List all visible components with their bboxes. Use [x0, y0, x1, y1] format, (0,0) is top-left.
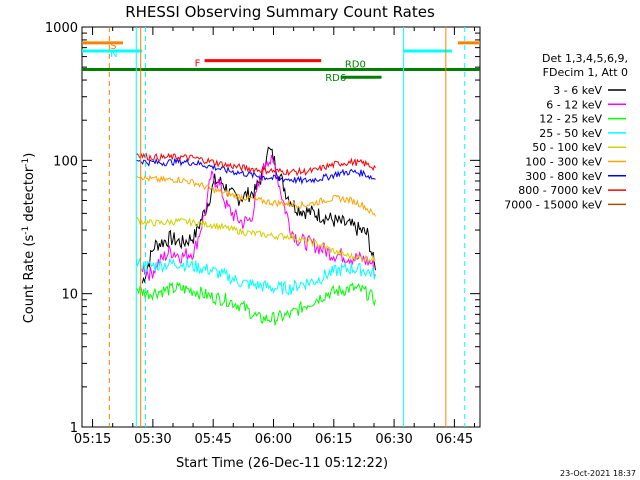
status-label-rd0: RD0: [345, 60, 366, 71]
x-tick-label: 06:30: [375, 432, 412, 447]
y-tick-label: 10: [61, 288, 78, 303]
legend-label: 50 - 100 keV: [532, 141, 602, 154]
legend: Det 1,3,4,5,6,9, FDecim 1, Att 0 3 - 6 k…: [504, 52, 628, 211]
y-tick-label: 1: [70, 421, 78, 436]
legend-label: 7000 - 15000 keV: [504, 198, 602, 211]
legend-header-1: Det 1,3,4,5,6,9,: [542, 52, 628, 65]
status-label-n: N: [110, 49, 117, 60]
series-6-12-kev: [141, 154, 376, 281]
series-layer: [135, 146, 376, 326]
status-label-s: S: [110, 41, 116, 52]
legend-label: 6 - 12 keV: [546, 98, 602, 111]
legend-label: 25 - 50 keV: [539, 127, 602, 140]
plot-frame: [81, 26, 481, 428]
legend-label: 12 - 25 keV: [539, 113, 602, 126]
attenuator-lines: [108, 27, 466, 427]
y-label-mid: detector: [22, 166, 37, 226]
status-bars: SN F RD0 RD6: [82, 41, 480, 84]
series-3-6-kev: [141, 146, 376, 284]
series-300-800-kev: [136, 156, 376, 185]
series-100-300-kev: [136, 174, 376, 217]
legend-header-2: FDecim 1, Att 0: [543, 66, 628, 79]
legend-label: 100 - 300 keV: [525, 156, 602, 169]
legend-label: 300 - 800 keV: [525, 170, 602, 183]
series-800-7000-kev: [136, 152, 376, 177]
series-50-100-kev: [136, 216, 376, 263]
footer-date: 23-Oct-2021 18:37: [560, 469, 636, 478]
series-25-50-kev: [135, 256, 376, 296]
x-tick-label: 05:15: [74, 432, 111, 447]
y-label-main: Count Rate (s: [22, 235, 37, 324]
axes: 1 10 100 1000 05:15 05:30 05:45 06:00 06:15 06:30…: [45, 21, 480, 447]
legend-label: 3 - 6 keV: [553, 84, 602, 97]
x-tick-label: 06:45: [436, 432, 473, 447]
x-tick-label: 06:15: [315, 432, 352, 447]
x-tick-label: 05:30: [134, 432, 171, 447]
plot-border: [81, 26, 481, 428]
status-label-f: F: [195, 59, 201, 70]
y-axis-label: Count Rate (s-1 detector-1): [21, 153, 37, 324]
x-tick-label: 05:45: [194, 432, 231, 447]
series-12-25-kev: [135, 281, 376, 326]
y-label-sup1: -1: [21, 226, 31, 235]
x-axis-label: Start Time (26-Dec-11 05:12:22): [176, 456, 388, 471]
chart-title: RHESSI Observing Summary Count Rates: [125, 3, 435, 21]
y-label-sup2: -1: [21, 158, 31, 167]
x-tick-label: 06:00: [255, 432, 292, 447]
legend-label: 800 - 7000 keV: [518, 184, 602, 197]
y-label-end: ): [22, 153, 37, 158]
svg-text:Count Rate (s-1 detector-1): Count Rate (s-1 detector-1): [21, 153, 37, 324]
y-tick-label: 1000: [45, 21, 78, 36]
y-tick-label: 100: [53, 154, 78, 169]
status-label-rd6: RD6: [325, 73, 346, 84]
